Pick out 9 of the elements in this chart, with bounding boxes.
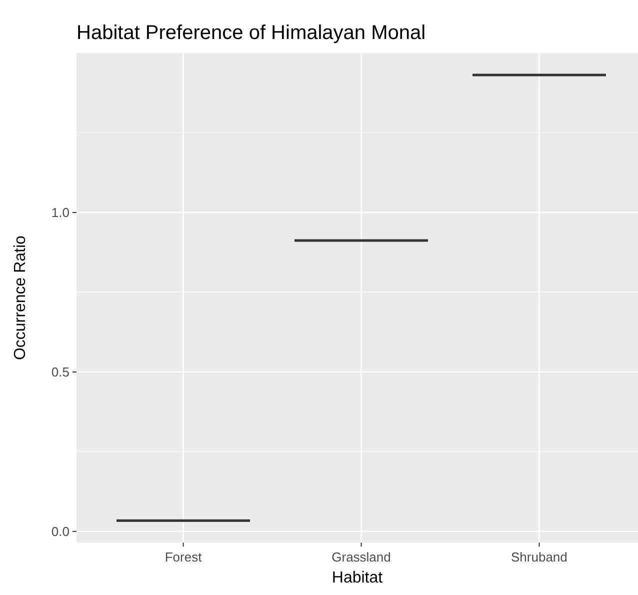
x-tick-label: Shruband — [511, 550, 568, 565]
y-tick-label: 1.0 — [51, 205, 70, 220]
y-tick-label: 0.5 — [51, 364, 70, 380]
x-tick-label: Forest — [164, 550, 202, 565]
y-tick-label: 0.0 — [51, 524, 70, 539]
x-axis-title: Habitat — [332, 570, 384, 587]
x-tick-label: Grassland — [332, 550, 391, 565]
y-axis-title: Occurrence Ratio — [12, 235, 29, 360]
chart-title: Habitat Preference of Himalayan Monal — [76, 22, 426, 44]
